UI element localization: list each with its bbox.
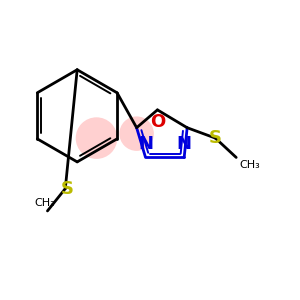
Text: N: N [177, 135, 192, 153]
Text: S: S [209, 129, 222, 147]
Text: CH₃: CH₃ [34, 198, 55, 208]
Text: N: N [138, 135, 153, 153]
Circle shape [76, 117, 117, 159]
Circle shape [119, 116, 154, 151]
Text: O: O [150, 113, 165, 131]
Text: S: S [60, 180, 73, 198]
Text: CH₃: CH₃ [239, 160, 260, 170]
